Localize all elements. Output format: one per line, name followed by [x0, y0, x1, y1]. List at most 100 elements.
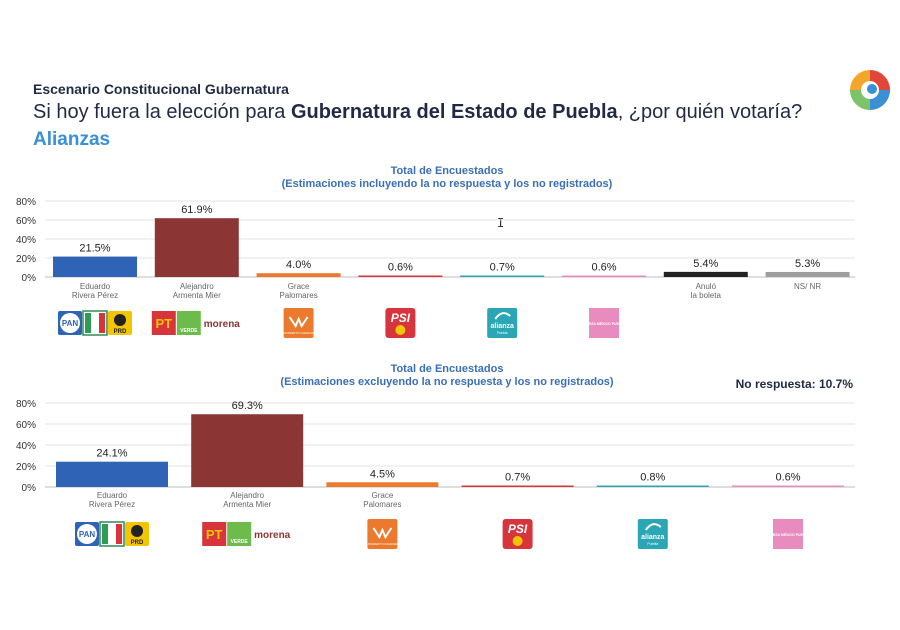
category-label: Eduardo: [80, 282, 111, 291]
fuerza-logo-text: FUERZA MÉXICO PUEBLA: [582, 321, 627, 326]
category-label: Palomares: [279, 291, 317, 300]
verde-logo-text: VERDE: [180, 328, 198, 334]
category-label: Eduardo: [97, 491, 128, 500]
pri-green-icon: [102, 524, 108, 544]
bar: [154, 218, 239, 277]
bar: [732, 485, 844, 487]
mc-bird-icon: [288, 316, 309, 329]
bar: [765, 271, 850, 277]
category-label: Grace: [288, 282, 310, 291]
bar: [562, 275, 646, 277]
mc-square-icon: [367, 519, 398, 549]
bar-value-label: 24.1%: [96, 448, 127, 460]
pt-logo-icon: [151, 311, 176, 335]
bar-value-label: 5.4%: [693, 258, 718, 270]
verde-logo-text: VERDE: [231, 539, 249, 545]
bar-value-label: 0.8%: [640, 472, 665, 484]
psi-square-icon: [385, 308, 416, 338]
alianza-logo-text: alianza: [491, 323, 514, 330]
no-response-note: No respuesta: 10.7%: [736, 377, 854, 391]
bar-value-label: 4.5%: [370, 468, 395, 480]
mc-logo-text: MOVIMIENTO CIUDADANO: [367, 543, 399, 546]
fuerza-square-icon: [589, 308, 619, 338]
y-tick-label: 80%: [16, 197, 36, 208]
morena-logo-text: morena: [254, 530, 291, 541]
chart-with-nonresponse: Total de Encuestados(Estimaciones incluy…: [16, 165, 855, 338]
fuerza-square-icon: [773, 519, 803, 549]
pri-green-icon: [85, 313, 91, 333]
alianza-logo-text: alianza: [641, 534, 664, 541]
category-label: Rivera Pérez: [72, 291, 118, 300]
section-title: Alianzas: [33, 129, 111, 150]
bar-value-label: 0.7%: [490, 262, 515, 274]
alianza-swoosh-icon: [644, 523, 662, 531]
chart-title: Total de Encuestados: [391, 165, 504, 177]
chart-subtitle: (Estimaciones excluyendo la no respuesta…: [280, 376, 613, 388]
verde-logo-icon: [176, 311, 201, 335]
bar: [191, 414, 304, 487]
psi-logo-text: PSI: [508, 522, 528, 536]
chart-title: Total de Encuestados: [391, 363, 504, 375]
bar: [596, 485, 709, 487]
prd-logo-text: PRD: [114, 329, 127, 335]
prd-sun-icon: [131, 525, 143, 537]
mc-logo-text: MOVIMIENTO CIUDADANO: [283, 332, 315, 335]
question-bold: Gubernatura del Estado de Puebla: [290, 101, 618, 123]
brand-logo-icon: [850, 70, 890, 110]
pt-verde-morena-logo-icon: PT VERDE morena: [202, 522, 291, 546]
fuerza-logo-icon: FUERZA MÉXICO PUEBLA: [766, 519, 811, 549]
fuerza-logo-icon: FUERZA MÉXICO PUEBLA: [582, 308, 627, 338]
pri-red-icon: [99, 313, 105, 333]
category-label: Rivera Pérez: [89, 500, 135, 509]
report-subtitle: Escenario Constitucional Gubernatura: [33, 81, 289, 97]
bar-value-label: 0.6%: [388, 262, 413, 274]
bar-value-label: 0.6%: [775, 472, 800, 484]
bar-value-label: 69.3%: [232, 400, 263, 412]
y-tick-label: 0%: [22, 273, 37, 284]
text-cursor-icon: I: [497, 216, 505, 230]
y-tick-label: 20%: [16, 462, 36, 473]
psi-logo-icon: PSI: [502, 519, 533, 549]
category-label: la boleta: [691, 291, 722, 300]
mc-logo-icon: MOVIMIENTO CIUDADANO: [283, 308, 315, 338]
pan-prd-logo-icon: PAN PRD: [75, 521, 149, 547]
category-label: Alejandro: [180, 282, 214, 291]
chart-body: Total de Encuestados(Estimaciones excluy…: [16, 363, 855, 549]
mc-logo-icon: MOVIMIENTO CIUDADANO: [367, 519, 399, 549]
category-label: Armenta Mier: [173, 291, 221, 300]
bar-value-label: 4.0%: [286, 259, 311, 271]
pan-prd-logo-icon: PAN PRD: [58, 310, 132, 336]
psi-square-icon: [502, 519, 533, 549]
pt-logo-text: PT: [206, 527, 223, 542]
category-label: Anuló: [696, 282, 717, 291]
survey-question: Si hoy fuera la elección para Gubernatur…: [33, 101, 802, 124]
bar-value-label: 61.9%: [181, 204, 212, 216]
category-label: NS/ NR: [794, 282, 821, 291]
y-tick-label: 0%: [22, 483, 37, 494]
fuerza-logo-text: FUERZA MÉXICO PUEBLA: [766, 532, 811, 537]
psi-logo-icon: PSI: [385, 308, 416, 338]
bar: [358, 275, 443, 277]
pan-logo-text: PAN: [79, 530, 96, 539]
y-tick-label: 20%: [16, 254, 36, 265]
pan-logo-text: PAN: [62, 319, 79, 328]
morena-logo-text: morena: [204, 319, 241, 330]
chart-without-nonresponse: Total de Encuestados(Estimaciones excluy…: [16, 363, 855, 549]
psi-sun-icon: [395, 325, 406, 335]
prd-logo-text: PRD: [131, 540, 144, 546]
mc-square-icon: [283, 308, 314, 338]
bar-value-label: 5.3%: [795, 258, 820, 270]
question-post: , ¿por quién votaría?: [617, 101, 803, 123]
chart-body: Total de Encuestados(Estimaciones incluy…: [16, 165, 855, 338]
pt-logo-icon: [202, 522, 227, 546]
alianza-sub-text: Puebla: [497, 331, 508, 335]
pri-red-icon: [116, 524, 122, 544]
category-label: Grace: [372, 491, 394, 500]
bar: [663, 271, 748, 277]
prd-sun-icon: [114, 314, 126, 326]
bar-value-label: 0.6%: [591, 262, 616, 274]
psi-sun-icon: [512, 536, 523, 546]
y-tick-label: 80%: [16, 399, 36, 410]
